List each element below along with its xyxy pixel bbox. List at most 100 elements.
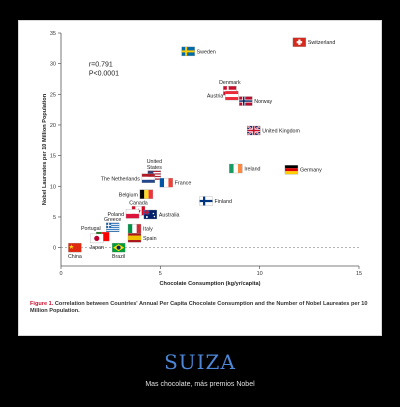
- point-label-line: Japan: [90, 245, 104, 251]
- flag-band: [147, 170, 154, 176]
- point-label-line: Portugal: [81, 226, 101, 232]
- point-label-line: Australia: [159, 212, 180, 218]
- point-label: Sweden: [197, 49, 216, 55]
- point-label: Denmark: [219, 80, 241, 86]
- chart-panel: 0 5 10 15 20 25 30 35 0 5 10 15 Chocolate Consumptio…: [18, 20, 382, 336]
- scatter-plot: 0 5 10 15 20 25 30 35 0 5 10 15 Chocolate Consumptio…: [19, 21, 383, 293]
- flag-band: [284, 165, 298, 169]
- flag-border: [247, 125, 261, 136]
- point-label-line: Brazil: [112, 254, 125, 260]
- chart-svg: 0 5 10 15 20 25 30 35 0 5 10 15 Chocolate Consumptio…: [42, 31, 362, 287]
- flag-band: [181, 50, 195, 53]
- flag-band: [128, 235, 142, 241]
- data-point-germany: [284, 165, 299, 175]
- flag-border: [229, 163, 243, 174]
- point-label-line: Denmark: [219, 80, 241, 86]
- figure-label: Figure 1.: [30, 301, 54, 307]
- y-tick-label: 30: [50, 62, 56, 68]
- point-label: Poland: [108, 212, 125, 218]
- point-label-line: States: [147, 165, 162, 171]
- point-label-line: United: [147, 159, 162, 165]
- point-label-line: Italy: [143, 227, 153, 233]
- data-point-italy: [127, 223, 142, 234]
- y-tick-label: 5: [53, 215, 56, 221]
- data-point-norway: [239, 96, 253, 106]
- flag-band: [106, 222, 120, 224]
- annotation-line: P<0.0001: [89, 71, 119, 78]
- flag-band: [284, 171, 298, 175]
- point-label: Italy: [143, 227, 153, 233]
- flag-border: [141, 173, 156, 183]
- data-point-greece: [106, 222, 120, 233]
- point-label-line: United Kingdom: [262, 128, 300, 134]
- data-point-spain: [127, 233, 142, 243]
- point-label: Spain: [143, 236, 157, 242]
- y-tick-label: 20: [50, 123, 56, 129]
- point-label: China: [68, 254, 82, 260]
- data-point-japan: [90, 233, 104, 244]
- data-point-france: [159, 177, 173, 188]
- flag-band: [159, 178, 165, 188]
- y-tick-label: 15: [50, 154, 56, 160]
- data-point-belgium: [139, 189, 154, 199]
- flag-band: [147, 170, 161, 173]
- point-label: France: [175, 181, 192, 187]
- flag-band: [225, 94, 239, 98]
- x-tick-label: 15: [356, 271, 362, 277]
- flag-band: [229, 164, 234, 174]
- x-tick-label: 5: [159, 271, 162, 277]
- flag-band: [106, 228, 120, 230]
- flag-band: [139, 189, 145, 199]
- data-point-netherlands: [141, 173, 156, 183]
- correlation-annotation: r=0.791 P<0.0001: [89, 62, 119, 78]
- point-label: Germany: [300, 168, 322, 174]
- flag-band: [101, 232, 110, 242]
- data-point-brazil: [111, 242, 126, 253]
- flag-border: [225, 90, 239, 101]
- flag-band: [143, 209, 157, 219]
- flag-band: [106, 224, 120, 226]
- flag-border: [125, 209, 140, 219]
- flag-band: [296, 41, 303, 44]
- data-point-finland: [199, 196, 213, 206]
- flag-band: [106, 230, 120, 232]
- point-label-line: The Netherlands: [101, 176, 141, 182]
- flag-band: [106, 225, 120, 227]
- flag-border: [127, 223, 142, 234]
- flag-border: [139, 189, 154, 199]
- point-label: Greece: [104, 217, 121, 223]
- data-point-australia: [143, 209, 158, 220]
- flag-band: [94, 235, 100, 242]
- point-label-line: Switzerland: [308, 40, 335, 46]
- flag-band: [284, 168, 298, 172]
- y-axis-label: Nobel Laureates per 10 Million Populatio…: [42, 93, 48, 205]
- flag-border: [143, 209, 158, 220]
- point-label: Brazil: [112, 254, 125, 260]
- flag-band: [152, 212, 155, 215]
- flag-band: [237, 164, 243, 174]
- flag-border: [106, 222, 120, 233]
- flag-band: [136, 224, 142, 234]
- flag-band: [247, 129, 261, 132]
- point-label: Austria: [207, 94, 224, 100]
- flag-band: [141, 176, 155, 180]
- flag-border: [181, 46, 195, 57]
- flag-band: [106, 227, 120, 229]
- flag-border: [284, 165, 299, 175]
- x-axis-label: Chocolate Consumption (kg/yr/capita): [159, 281, 260, 287]
- flag-band: [239, 100, 253, 102]
- flag-band: [106, 226, 120, 228]
- data-point-uk: [246, 125, 261, 136]
- point-label-line: Austria: [207, 94, 224, 100]
- y-tick-label: 0: [53, 246, 56, 252]
- flag-band: [147, 172, 161, 174]
- point-label: Norway: [254, 99, 272, 105]
- flag-border: [292, 37, 307, 47]
- flag-band: [116, 245, 121, 250]
- flag-band: [126, 209, 140, 214]
- x-tick-label: 10: [257, 271, 263, 277]
- point-label-line: Norway: [254, 99, 272, 105]
- data-point-ireland: [229, 163, 243, 174]
- point-label: Finland: [215, 199, 232, 205]
- flag-band: [69, 244, 74, 249]
